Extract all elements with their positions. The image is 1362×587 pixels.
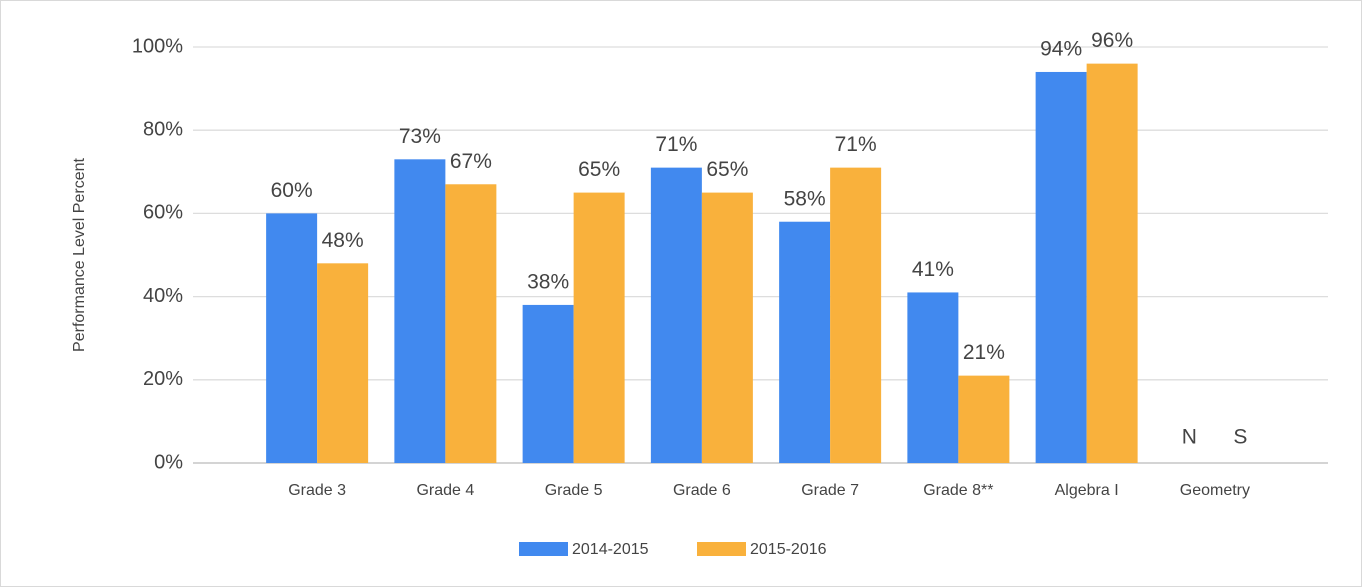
bar (830, 167, 882, 463)
x-tick-label: Geometry (1180, 482, 1250, 499)
legend-swatch (697, 542, 746, 556)
y-tick-label: 60% (143, 202, 183, 224)
y-tick-label: 100% (132, 35, 183, 57)
x-tick-label: Grade 6 (673, 482, 731, 499)
value-label: 48% (322, 229, 364, 252)
y-tick-label: 40% (143, 285, 183, 307)
bar (650, 167, 702, 463)
y-tick-label: 80% (143, 118, 183, 140)
bar (958, 375, 1010, 463)
y-axis-title: Performance Level Percent (71, 158, 88, 352)
bar (701, 192, 753, 463)
bar (394, 159, 446, 463)
value-label: 38% (527, 270, 569, 293)
value-label: 21% (963, 341, 1005, 364)
value-label: 96% (1091, 29, 1133, 52)
value-label: S (1233, 426, 1247, 449)
value-label: 65% (706, 158, 748, 181)
value-label: 60% (271, 179, 313, 202)
legend-label: 2014-2015 (572, 541, 649, 558)
bar (1035, 71, 1087, 464)
x-tick-label: Grade 5 (545, 482, 603, 499)
value-label: 65% (578, 158, 620, 181)
bar (445, 184, 497, 463)
bar (266, 213, 318, 463)
value-label: 58% (784, 187, 826, 210)
bar (522, 304, 574, 463)
x-tick-label: Algebra I (1055, 482, 1119, 499)
bar (317, 263, 369, 463)
value-label: 71% (835, 133, 877, 156)
value-label: 73% (399, 125, 441, 148)
bar (1086, 63, 1138, 463)
bar (907, 292, 959, 463)
value-label: 71% (655, 133, 697, 156)
legend-swatch (519, 542, 568, 556)
value-label: N (1182, 426, 1197, 449)
y-tick-label: 0% (154, 451, 183, 473)
value-label: 41% (912, 258, 954, 281)
bar (779, 221, 831, 463)
legend-label: 2015-2016 (750, 541, 827, 558)
x-tick-label: Grade 3 (288, 482, 346, 499)
y-tick-label: 20% (143, 368, 183, 390)
x-tick-label: Grade 4 (416, 482, 474, 499)
bar (573, 192, 625, 463)
x-tick-label: Grade 8** (923, 482, 993, 499)
value-label: 67% (450, 150, 492, 173)
value-label: 94% (1040, 38, 1082, 61)
x-tick-label: Grade 7 (801, 482, 859, 499)
